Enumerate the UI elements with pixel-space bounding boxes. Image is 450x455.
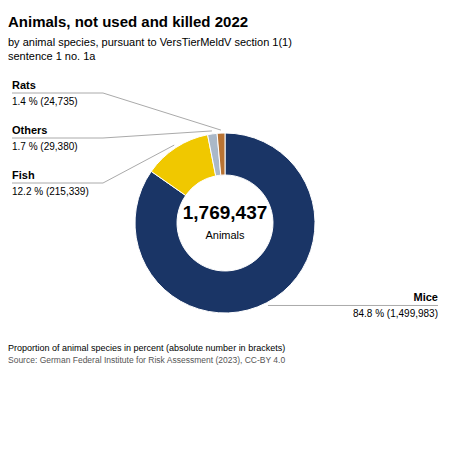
html-text:by animal species, pursuant to: by animal species, pursuant to VersTierM…	[8, 36, 292, 62]
html-text:Source: German Federal Institu: Source: German Federal Institute for Ris…	[8, 355, 286, 365]
svg-text:12.2 % (215,339): 12.2 % (215,339)	[12, 186, 89, 197]
html-text:Proportion of animal species i: Proportion of animal species in percent …	[8, 343, 286, 353]
svg-text:Fish: Fish	[12, 169, 35, 181]
svg-text:1.7 % (29,380): 1.7 % (29,380)	[12, 141, 78, 152]
svg-text:Mice: Mice	[414, 291, 438, 303]
svg-text:1.4 % (24,735): 1.4 % (24,735)	[12, 96, 78, 107]
html-text:Animals, not used and killed 2: Animals, not used and killed 2022	[8, 13, 249, 30]
svg-text:Rats: Rats	[12, 79, 36, 91]
svg-text:84.8 % (1,499,983): 84.8 % (1,499,983)	[353, 308, 438, 319]
svg-text:Animals: Animals	[205, 229, 245, 241]
svg-text:1,769,437: 1,769,437	[183, 202, 268, 223]
svg-text:Others: Others	[12, 124, 47, 136]
